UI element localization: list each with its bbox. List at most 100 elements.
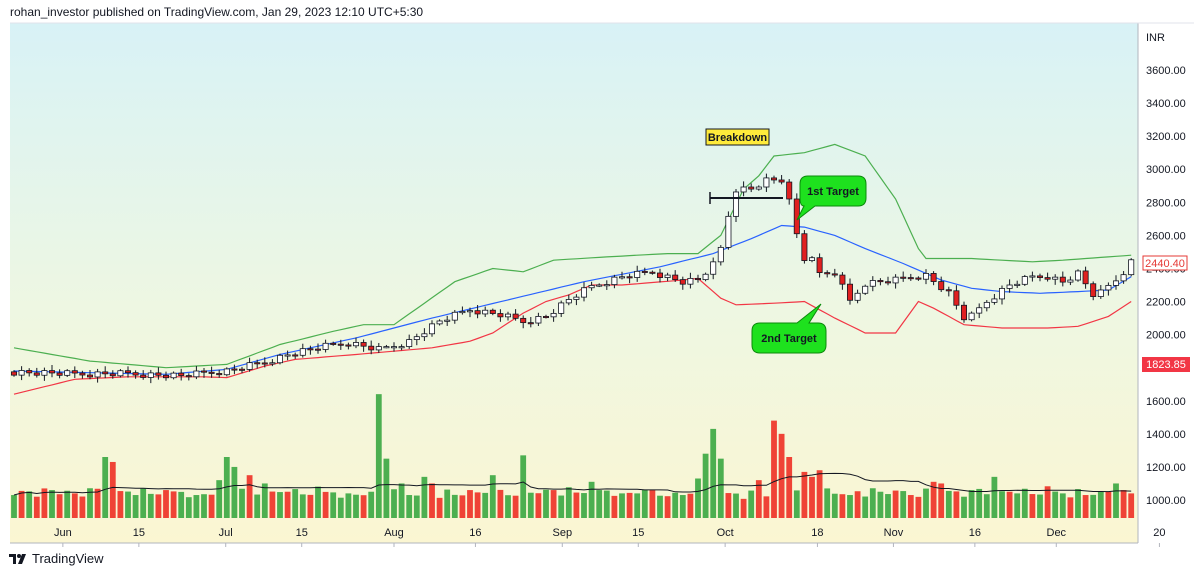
candle-body bbox=[162, 374, 169, 379]
candle-body bbox=[406, 339, 413, 348]
candle-body bbox=[1105, 285, 1112, 291]
volume-bar bbox=[809, 476, 815, 518]
volume-bar bbox=[1037, 494, 1043, 518]
volume-bar bbox=[573, 492, 580, 518]
candle-body bbox=[923, 273, 930, 280]
y-tick-label: 3000.00 bbox=[1146, 164, 1186, 176]
candle-body bbox=[238, 368, 245, 371]
volume-bar bbox=[497, 489, 504, 518]
volume-bar bbox=[717, 458, 724, 518]
volume-bar bbox=[163, 490, 169, 518]
volume-bar bbox=[558, 495, 565, 518]
volume-bar bbox=[847, 495, 853, 518]
candle-body bbox=[877, 280, 884, 283]
volume-bar bbox=[193, 495, 200, 518]
candle-body bbox=[664, 274, 671, 278]
last-price-badge: 2440.40 bbox=[1142, 255, 1188, 271]
volume-bar bbox=[1097, 491, 1104, 518]
volume-bar bbox=[983, 494, 990, 518]
candle-body bbox=[915, 277, 922, 280]
tradingview-footer[interactable]: TradingView bbox=[8, 551, 104, 566]
candle-body bbox=[543, 316, 550, 319]
volume-bar bbox=[999, 491, 1005, 518]
volume-bar bbox=[565, 487, 572, 518]
candle-body bbox=[276, 354, 283, 364]
x-tick-label: 16 bbox=[469, 527, 481, 539]
volume-bar bbox=[33, 496, 40, 518]
y-tick-label: 1400.00 bbox=[1146, 429, 1186, 441]
candle-body bbox=[1044, 277, 1051, 280]
candle-body bbox=[94, 371, 101, 378]
x-tick-label: 15 bbox=[632, 527, 644, 539]
volume-bar bbox=[277, 492, 283, 518]
candle-body bbox=[56, 372, 63, 376]
candle-body bbox=[976, 307, 983, 314]
volume-bar bbox=[976, 488, 983, 518]
candle-body bbox=[999, 288, 1006, 300]
candle-body bbox=[79, 372, 86, 376]
candle-body bbox=[223, 368, 230, 376]
volume-bar bbox=[246, 475, 253, 518]
volume-bar bbox=[109, 461, 116, 518]
volume-bar bbox=[307, 494, 314, 518]
candle-body bbox=[1037, 275, 1044, 278]
candle-body bbox=[200, 370, 207, 373]
candle-body bbox=[216, 373, 223, 376]
volume-bar bbox=[991, 476, 998, 518]
volume-bar bbox=[672, 492, 679, 518]
candle-body bbox=[968, 312, 975, 321]
volume-bar bbox=[771, 420, 777, 518]
candle-body bbox=[436, 320, 443, 325]
candle-body bbox=[466, 310, 473, 313]
volume-bar bbox=[603, 490, 610, 518]
volume-bar bbox=[459, 495, 466, 518]
first-target-text: 1st Target bbox=[807, 186, 859, 198]
y-tick-label: 1600.00 bbox=[1146, 396, 1186, 408]
volume-bar bbox=[132, 495, 139, 518]
candle-body bbox=[885, 281, 892, 284]
volume-bar bbox=[1059, 493, 1066, 518]
volume-bar bbox=[869, 488, 876, 518]
candle-body bbox=[337, 343, 344, 346]
volume-bar bbox=[854, 491, 861, 518]
candle-body bbox=[261, 362, 268, 365]
candle-body bbox=[322, 342, 329, 350]
volume-bar bbox=[816, 470, 823, 518]
volume-bar bbox=[64, 490, 71, 518]
candle-body bbox=[535, 316, 542, 324]
candle-body bbox=[725, 215, 732, 248]
candle-body bbox=[862, 285, 869, 294]
lower-band-badge: 1823.85 bbox=[1142, 357, 1190, 372]
volume-bar bbox=[330, 492, 337, 518]
volume-bar bbox=[740, 498, 747, 518]
candle-body bbox=[611, 276, 618, 285]
candle-body bbox=[938, 281, 945, 291]
breakdown-text: Breakdown bbox=[708, 132, 768, 144]
candle-body bbox=[41, 370, 48, 376]
candle-body bbox=[907, 277, 914, 280]
volume-bar bbox=[1052, 491, 1059, 518]
candle-body bbox=[482, 309, 489, 315]
candle-body bbox=[565, 299, 572, 304]
volume-bar bbox=[961, 496, 967, 518]
volume-bar bbox=[824, 488, 831, 518]
y-tick-label: 2800.00 bbox=[1146, 197, 1186, 209]
volume-bar bbox=[467, 490, 473, 518]
volume-bar bbox=[641, 489, 648, 518]
volume-bar bbox=[284, 491, 291, 518]
candle-body bbox=[778, 179, 785, 183]
volume-bar bbox=[1128, 493, 1135, 518]
last-price-box bbox=[1142, 255, 1188, 271]
candle-body bbox=[254, 362, 261, 365]
candle-body bbox=[368, 345, 375, 351]
volume-bar bbox=[41, 488, 48, 518]
candle-body bbox=[1090, 283, 1097, 297]
volume-bar bbox=[1120, 490, 1127, 518]
volume-bar bbox=[664, 496, 671, 518]
volume-bar bbox=[413, 495, 420, 518]
candle-body bbox=[1097, 289, 1104, 297]
volume-bars bbox=[11, 394, 1135, 518]
middle-band-line bbox=[13, 224, 1132, 375]
volume-bar bbox=[968, 490, 975, 518]
